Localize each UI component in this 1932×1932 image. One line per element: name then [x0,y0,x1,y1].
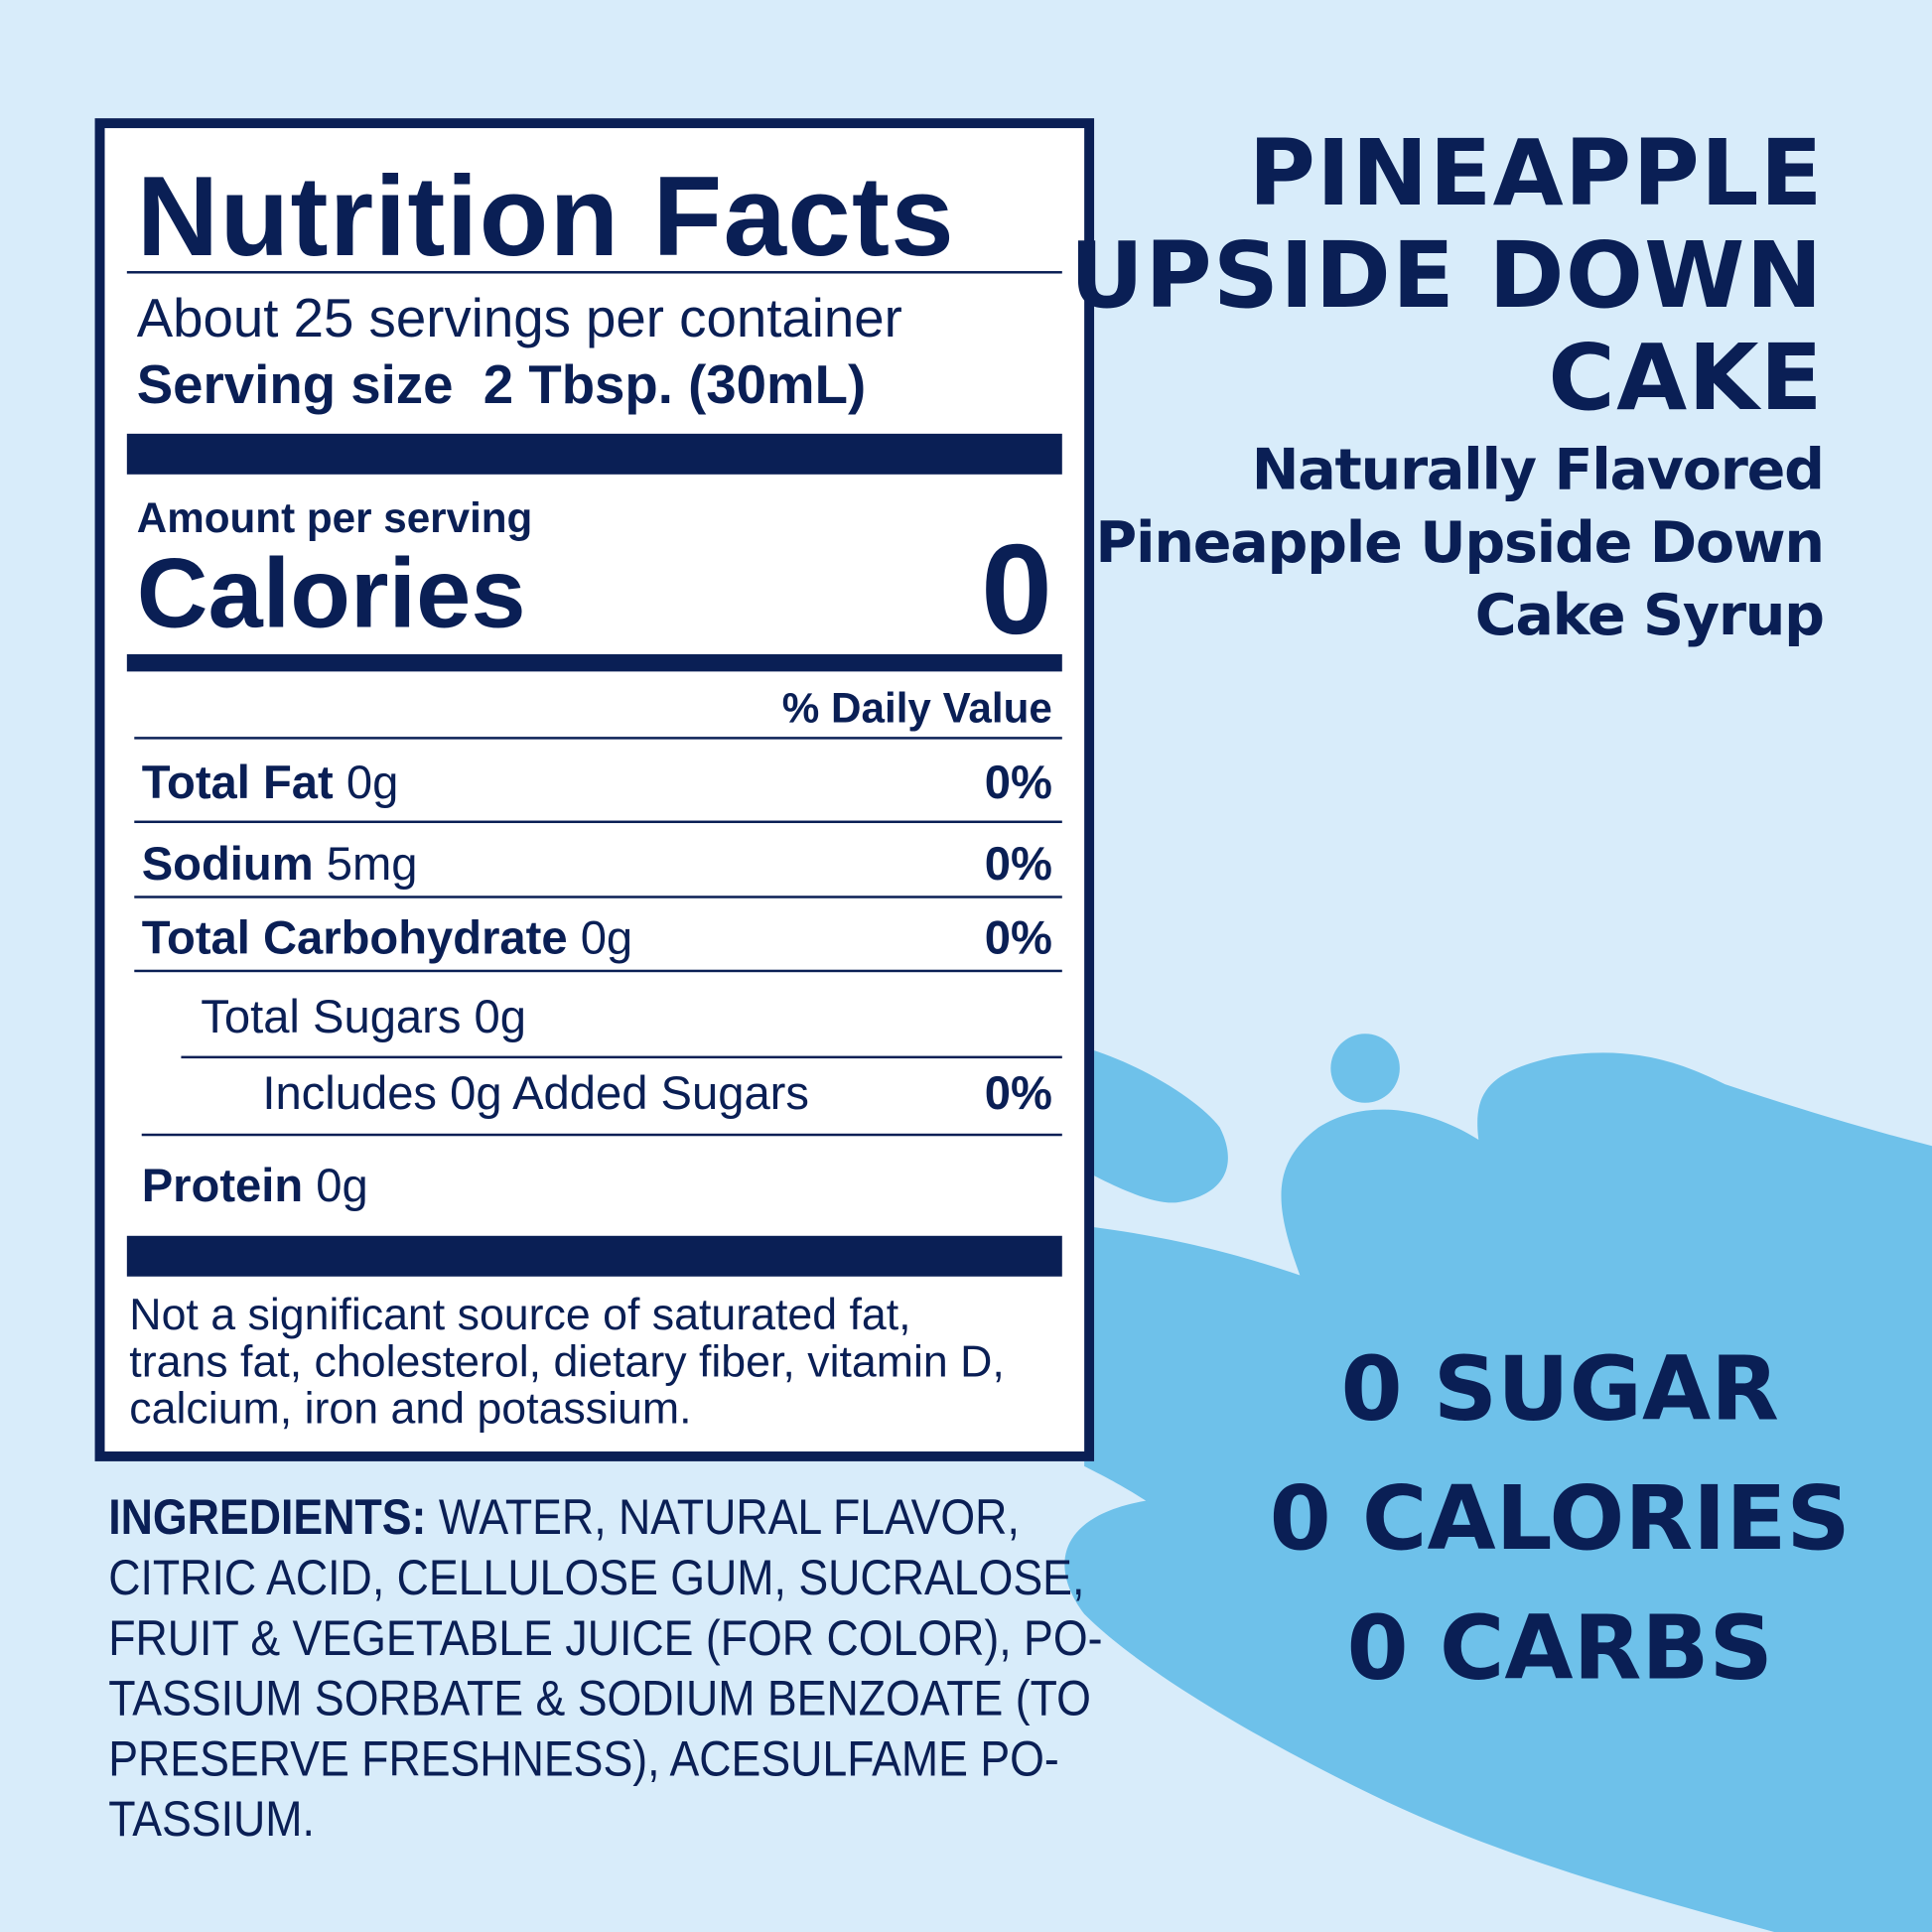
nutrient-name: Includes 0g Added Sugars [262,1067,809,1120]
footnote: Not a significant source of saturated fa… [129,1289,1052,1434]
product-title-line: CAKE [1548,325,1824,432]
nutrient-row-protein: Protein 0g [142,1160,1052,1214]
nutrient-name: Total Fat [141,757,334,809]
servings-per-container: About 25 servings per container [136,288,902,349]
nutrient-row-sodium: Sodium 5mg 0% [142,838,1052,893]
medium-divider [126,654,1062,672]
divider [141,1133,1062,1137]
claim-sugar: 0 SUGAR [1340,1336,1779,1441]
calories-value: 0 [981,518,1052,662]
product-subtitle-line: Pineapple Upside Down [1095,508,1825,576]
divider [126,271,1062,274]
splash-body [1064,1052,1932,1932]
nutrient-dv: 0% [984,757,1052,809]
ingredients-line: WATER, NATURAL FLAVOR, [426,1490,1020,1546]
nutrient-name: Total Sugars 0g [201,991,527,1043]
nutrient-dv: 0% [984,838,1052,891]
serving-size: Serving size 2 Tbsp. (30mL) [137,354,1052,416]
ingredients-line: FRUIT & VEGETABLE JUICE (FOR COLOR), PO- [108,1611,1103,1666]
product-subtitle-line: Naturally Flavored [1251,436,1825,503]
splash-arm [1071,1046,1228,1203]
nutrient-row-added-sugars: Includes 0g Added Sugars 0% [262,1067,1052,1122]
thick-divider [126,1235,1062,1277]
product-title-line: PINEAPPLE [1248,120,1824,227]
ingredients-line: TASSIUM. [108,1792,315,1848]
footnote-line: trans fat, cholesterol, dietary fiber, v… [129,1335,1005,1387]
nutrition-title: Nutrition Facts [136,154,955,280]
nutrient-amount: 5mg [326,838,418,891]
nutrient-amount: 0g [316,1160,368,1212]
nutrient-row-total-carbohydrate: Total Carbohydrate 0g 0% [142,911,1052,966]
footnote-line: calcium, iron and potassium. [129,1382,692,1434]
nutrition-facts-label: Nutrition Facts About 25 servings per co… [94,118,1095,1461]
product-title-line: UPSIDE DOWN [1069,222,1824,330]
serving-size-label: Serving size [136,354,454,416]
nutrient-name: Protein [141,1160,304,1212]
serving-size-value: 2 Tbsp. (30mL) [483,354,867,416]
claim-carbs: 0 CARBS [1346,1595,1773,1700]
nutrient-name: Total Carbohydrate [141,912,568,965]
product-subtitle: Naturally Flavored Pineapple Upside Down… [1095,434,1825,652]
nutrient-row-total-sugars: Total Sugars 0g [201,991,1052,1045]
amount-per-serving: Amount per serving [136,494,533,543]
nutrient-dv: 0% [984,1067,1052,1120]
claim-calories: 0 CALORIES [1269,1465,1851,1571]
calories-label: Calories [136,538,526,648]
divider [134,820,1062,824]
divider [181,1055,1062,1059]
nutrient-row-total-fat: Total Fat 0g 0% [142,757,1052,811]
splash-drop [1330,1034,1400,1103]
nutrient-amount: 0g [580,912,633,965]
ingredients-line: TASSIUM SORBATE & SODIUM BENZOATE (TO [108,1672,1091,1726]
ingredients-label: INGREDIENTS: [108,1490,427,1546]
nutrient-dv: 0% [984,912,1052,965]
nutrient-name: Sodium [141,838,314,891]
product-title: PINEAPPLE UPSIDE DOWN CAKE [1069,120,1824,432]
daily-value-header: % Daily Value [781,685,1052,733]
divider [134,896,1062,898]
ingredients-line: CITRIC ACID, CELLULOSE GUM, SUCRALOSE, [108,1551,1085,1606]
divider [134,737,1062,740]
thick-divider [126,433,1062,475]
footnote-line: Not a significant source of saturated fa… [129,1289,911,1340]
product-subtitle-line: Cake Syrup [1474,581,1825,648]
divider [134,969,1062,973]
ingredients-line: PRESERVE FRESHNESS), ACESULFAME PO- [108,1731,1059,1787]
nutrient-amount: 0g [345,757,399,809]
ingredients-list: INGREDIENTS: WATER, NATURAL FLAVOR, CITR… [108,1488,1102,1851]
